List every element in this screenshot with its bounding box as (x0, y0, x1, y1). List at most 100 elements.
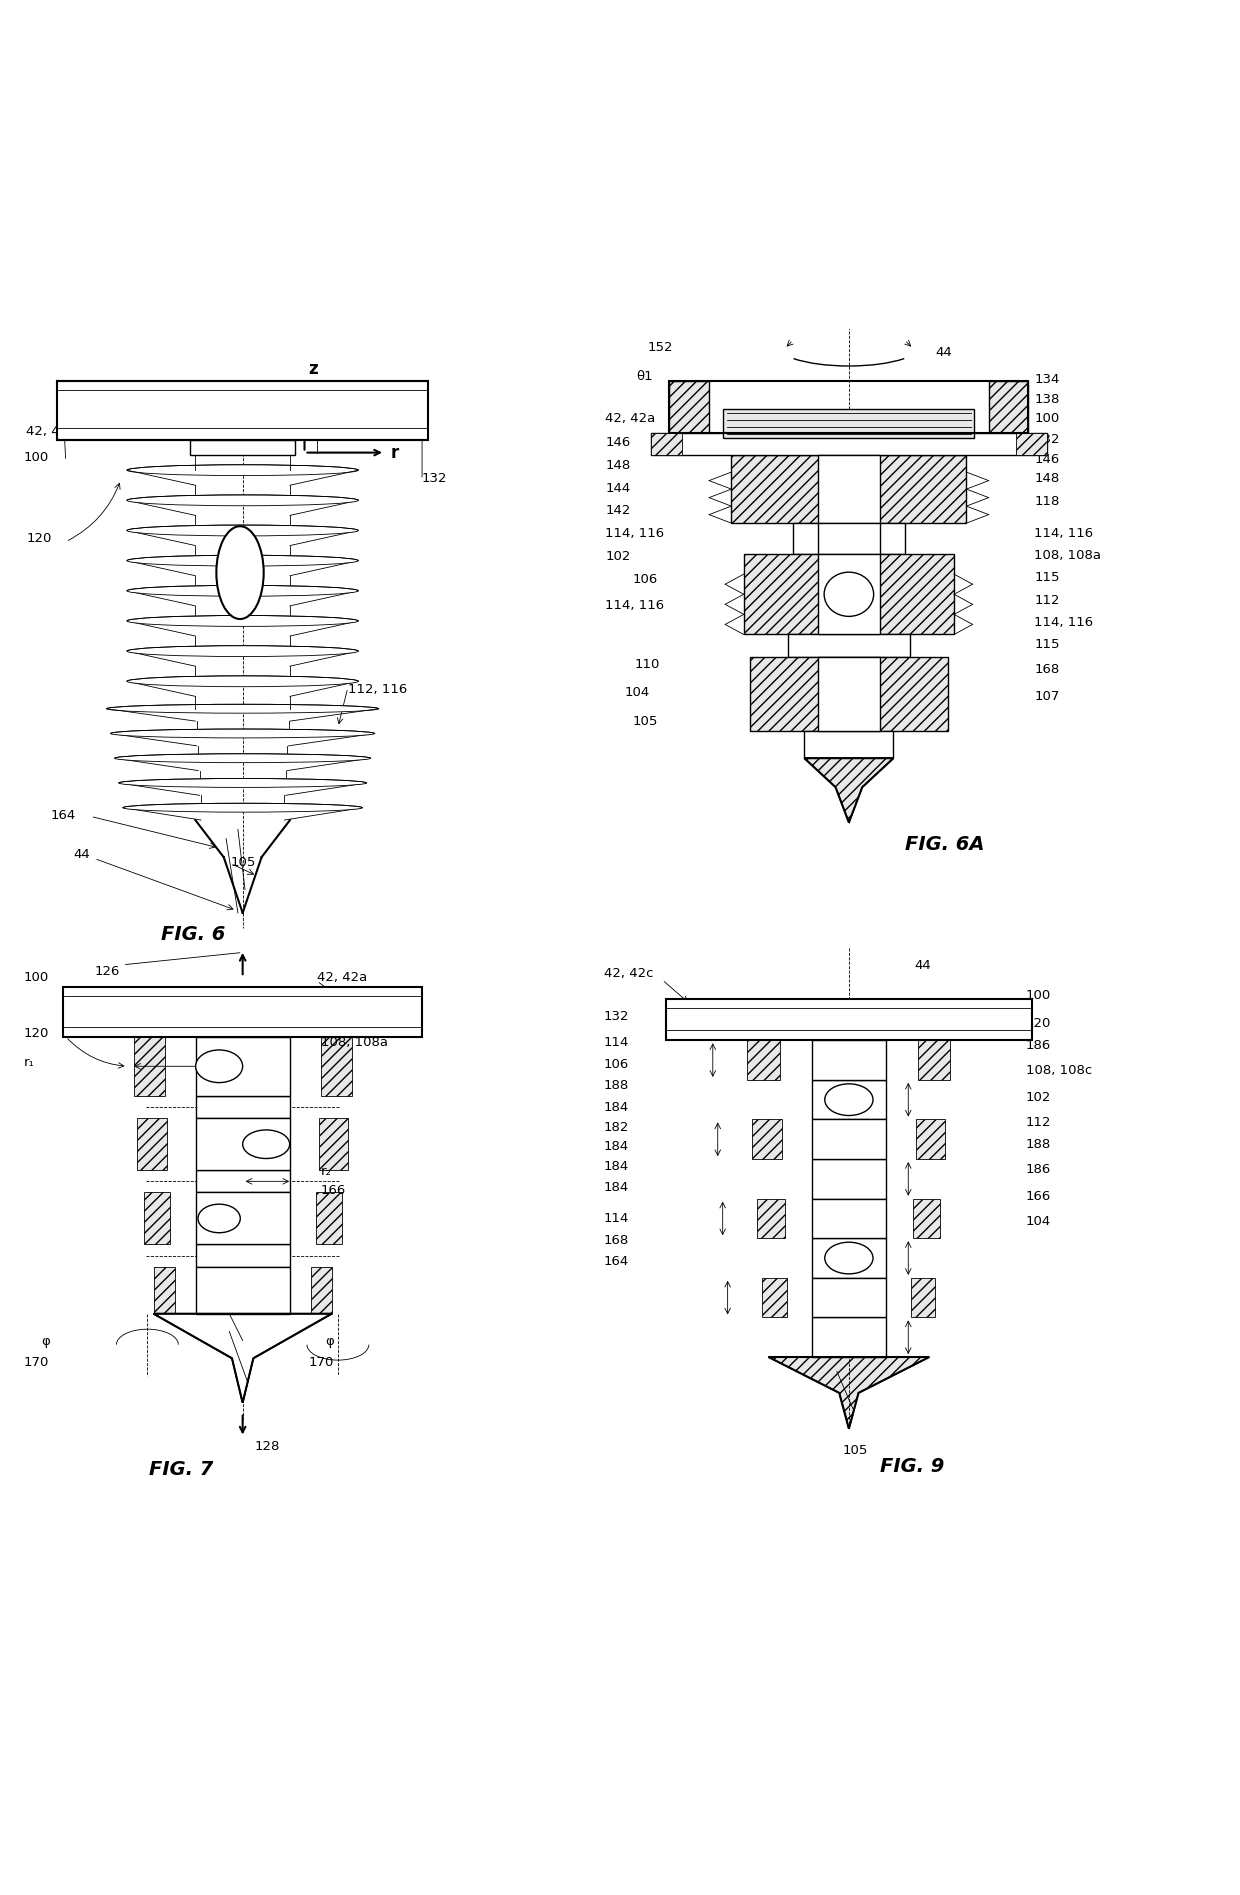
Text: 120: 120 (1025, 1018, 1052, 1029)
Bar (651, 432, 1047, 455)
Bar (319, 1118, 347, 1171)
Ellipse shape (126, 555, 358, 567)
Polygon shape (154, 1313, 332, 1402)
Text: 44: 44 (218, 1048, 234, 1061)
Text: 168: 168 (1034, 663, 1060, 677)
Text: 100: 100 (1034, 411, 1060, 424)
Bar (794, 523, 904, 553)
Ellipse shape (123, 803, 362, 813)
Text: 164: 164 (51, 809, 76, 822)
Bar (190, 440, 295, 455)
Bar (196, 1095, 290, 1118)
Ellipse shape (126, 616, 358, 627)
Bar (763, 1277, 787, 1317)
Text: 114, 116: 114, 116 (1034, 527, 1094, 540)
Text: 118: 118 (1034, 495, 1060, 508)
Text: 142: 142 (605, 504, 630, 517)
Text: 132: 132 (1034, 432, 1060, 445)
Bar (812, 1080, 887, 1120)
Text: 184: 184 (604, 1141, 629, 1154)
Text: 148: 148 (1034, 472, 1060, 485)
Bar (196, 1266, 290, 1313)
Bar (818, 658, 880, 731)
Text: 186: 186 (1025, 1164, 1052, 1175)
Bar (670, 381, 709, 432)
Text: 108, 108c: 108, 108c (1025, 1063, 1092, 1076)
Bar (812, 1200, 887, 1237)
Text: 100: 100 (24, 451, 48, 464)
Bar (805, 731, 894, 758)
Text: 166: 166 (321, 1184, 346, 1198)
Ellipse shape (198, 1203, 241, 1234)
Bar (787, 635, 910, 658)
Bar (670, 381, 1028, 432)
Text: 138: 138 (1034, 392, 1060, 406)
Text: 120: 120 (26, 532, 52, 544)
Text: φ: φ (41, 1334, 50, 1347)
Bar (196, 1171, 290, 1192)
Text: r: r (391, 443, 399, 462)
Text: 112: 112 (1034, 593, 1060, 606)
Text: 115: 115 (1034, 639, 1060, 652)
Text: 100: 100 (1025, 989, 1052, 1002)
Ellipse shape (126, 646, 358, 656)
Bar (812, 1120, 887, 1160)
Polygon shape (154, 1313, 332, 1402)
Text: 107: 107 (1034, 690, 1060, 703)
Bar (812, 1160, 887, 1200)
Text: 102: 102 (605, 550, 630, 563)
Ellipse shape (115, 754, 371, 762)
Ellipse shape (216, 527, 264, 620)
Text: 184: 184 (604, 1101, 629, 1114)
Bar (316, 1192, 342, 1245)
Bar (818, 553, 880, 635)
Bar (134, 1037, 165, 1095)
Text: 105: 105 (843, 1444, 868, 1457)
Text: 100: 100 (24, 970, 48, 984)
Text: FIG. 9: FIG. 9 (880, 1457, 944, 1476)
Text: 108, 108a: 108, 108a (321, 1037, 388, 1050)
Polygon shape (769, 1357, 929, 1429)
Text: z: z (309, 360, 317, 379)
Bar (744, 553, 954, 635)
Bar (812, 1040, 887, 1080)
Polygon shape (805, 758, 894, 822)
Bar (154, 1266, 175, 1313)
Bar (748, 1040, 780, 1080)
Text: 104: 104 (625, 686, 650, 699)
Text: FIG. 7: FIG. 7 (149, 1459, 213, 1478)
Text: 104: 104 (1025, 1215, 1052, 1228)
Bar (144, 1192, 170, 1245)
Text: 170: 170 (309, 1355, 334, 1368)
Ellipse shape (126, 525, 358, 536)
Text: 106: 106 (604, 1057, 629, 1071)
Bar (196, 1037, 290, 1095)
Bar (910, 1277, 935, 1317)
Text: 114, 116: 114, 116 (1034, 616, 1094, 629)
Text: 188: 188 (604, 1078, 629, 1092)
Text: 44: 44 (73, 849, 89, 862)
Bar (750, 658, 947, 731)
Text: 44: 44 (914, 959, 931, 972)
Bar (988, 381, 1028, 432)
Bar (196, 1245, 290, 1266)
Text: r₂: r₂ (321, 1165, 331, 1179)
Bar (138, 1118, 166, 1171)
Text: 44: 44 (935, 347, 952, 360)
Bar (723, 409, 975, 438)
Bar (818, 455, 880, 523)
Text: 148: 148 (605, 459, 630, 472)
Text: 115: 115 (1034, 570, 1060, 584)
Text: 42, 42a: 42, 42a (317, 970, 367, 984)
Bar (758, 1200, 785, 1237)
Text: 164: 164 (604, 1256, 629, 1268)
Text: 146: 146 (1034, 453, 1060, 466)
Text: 132: 132 (422, 472, 448, 485)
Text: r₁: r₁ (24, 1056, 35, 1069)
Text: FIG. 6: FIG. 6 (161, 925, 226, 944)
Ellipse shape (126, 464, 358, 476)
Bar (63, 987, 422, 1037)
Bar (918, 1040, 950, 1080)
Ellipse shape (825, 572, 874, 616)
Text: 114: 114 (604, 1213, 629, 1226)
